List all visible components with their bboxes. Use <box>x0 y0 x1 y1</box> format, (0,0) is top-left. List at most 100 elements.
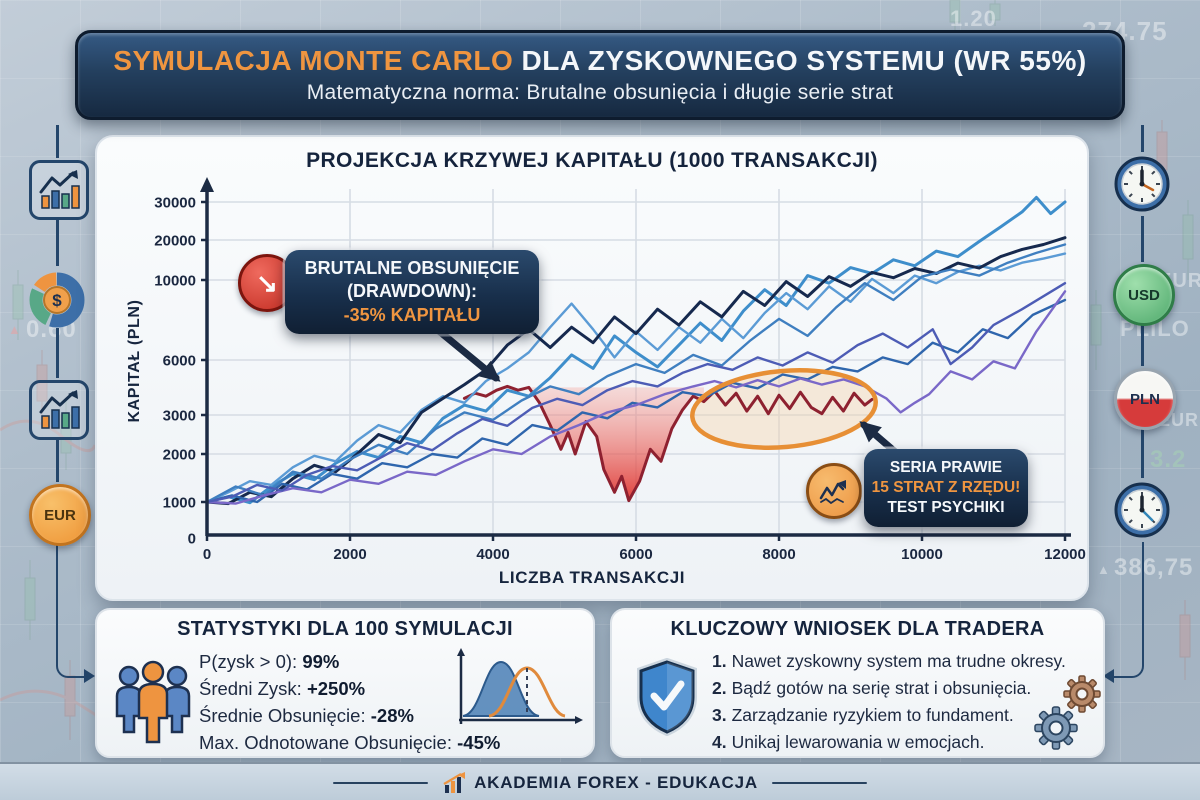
key-takeaways-title: KLUCZOWY WNIOSEK DLA TRADERA <box>670 618 1045 640</box>
distribution-curves-icon <box>457 648 583 724</box>
drawdown-callout: BRUTALNE OBSUNIĘCIE (DRAWDOWN): -35% KAP… <box>285 250 539 334</box>
takeaway-item: 1. Nawet zyskowny system ma trudne okresy… <box>712 648 1066 675</box>
equity-curves-plot: 0 1000 2000 3000 6000 10000 20000 30000 0 2000 400… <box>154 177 1086 563</box>
y-tick-label: 2000 <box>163 447 196 464</box>
brand-logo-icon <box>443 772 466 793</box>
bar-chart-growth-icon <box>29 160 89 220</box>
bar-chart-growth-icon <box>29 380 89 440</box>
stat-row: P(zysk > 0): 99% <box>199 648 500 675</box>
connector-elbow <box>1114 542 1144 678</box>
takeaway-item: 2. Bądź gotów na serię strat i obsunięcia… <box>712 675 1066 702</box>
equity-curve-sim-4 <box>205 298 1067 504</box>
page-title-accent: SYMULACJA MONTE CARLO <box>113 45 514 76</box>
statistics-panel-title: STATYSTYKI DLA 100 SYMULACJI <box>177 618 513 640</box>
connector-line <box>1141 125 1144 152</box>
shield-check-icon <box>637 658 697 736</box>
takeaway-item: 4. Unikaj lewarowania w emocjach. <box>712 729 1066 756</box>
y-tick-label: 1000 <box>163 495 196 512</box>
x-tick-label: 4000 <box>476 546 509 563</box>
header-banner: SYMULACJA MONTE CARLO DLA ZYSKOWNEGO SYS… <box>75 30 1125 120</box>
stat-value: -45% <box>457 732 501 753</box>
stat-row: Średni Zysk: +250% <box>199 675 500 702</box>
clock-icon <box>1112 154 1172 219</box>
usd-coin-label: USD <box>1128 286 1160 304</box>
x-tick-label: 0 <box>203 546 211 563</box>
takeaway-item: 3. Zarządzanie ryzykiem to fundament. <box>712 702 1066 729</box>
drawdown-callout-line1: BRUTALNE OBSUNIĘCIE <box>304 257 520 278</box>
losing-streak-callout: SERIA PRAWIE 15 STRAT Z RZĘDU! TEST PSYC… <box>864 449 1028 527</box>
x-axis-label: LICZBA TRANSAKCJI <box>498 568 686 587</box>
stat-row: Średnie Obsunięcie: -28% <box>199 702 500 729</box>
takeaway-text: Nawet zyskowny system ma trudne okresy. <box>731 651 1066 671</box>
page-subtitle: Matematyczna norma: Brutalne obsunięcia … <box>306 81 894 104</box>
statistics-panel: STATYSTYKI DLA 100 SYMULACJI P(zysk > 0)… <box>95 608 595 758</box>
key-takeaways-list: 1. Nawet zyskowny system ma trudne okresy… <box>712 648 1066 756</box>
donut-dollar-icon: $ <box>25 268 89 337</box>
footer-rule <box>771 781 867 785</box>
down-right-arrow-glyph: ↘ <box>256 267 278 298</box>
takeaway-text: Zarządzanie ryzykiem to fundament. <box>731 705 1014 725</box>
statistics-list: P(zysk > 0): 99% Średni Zysk: +250% Śred… <box>199 648 500 756</box>
equity-curve-sim-5 <box>205 243 1067 504</box>
connector-arrowhead <box>1103 669 1114 683</box>
bg-ticker-text: 3.2 <box>1150 446 1187 473</box>
x-tick-label: 12000 <box>1044 546 1086 563</box>
takeaway-number: 1. <box>712 651 727 671</box>
stat-value: +250% <box>306 678 366 699</box>
stat-row: Max. Odnotowane Obsunięcie: -45% <box>199 729 500 756</box>
footer-brand: AKADEMIA FOREX - EDUKACJA <box>442 772 758 794</box>
key-takeaways-panel: KLUCZOWY WNIOSEK DLA TRADERA 1. Nawet zys… <box>610 608 1105 758</box>
x-tick-label: 8000 <box>762 546 795 563</box>
stat-value: 99% <box>302 651 340 672</box>
x-tick-label: 10000 <box>901 546 943 563</box>
footer-rule <box>333 781 429 785</box>
drawdown-fill-area <box>528 387 704 501</box>
losing-streak-icon <box>806 463 862 519</box>
y-tick-label: 30000 <box>154 195 196 212</box>
stat-label: P(zysk > 0): <box>199 651 298 672</box>
eur-coin-icon: EUR <box>29 484 91 546</box>
stat-value: -28% <box>370 705 414 726</box>
y-tick-label: 10000 <box>154 273 196 290</box>
y-tick-label: 20000 <box>154 233 196 250</box>
losing-streak-ellipse-fill <box>692 370 876 448</box>
connector-line <box>56 438 59 482</box>
drawdown-callout-line2: (DRAWDOWN): <box>347 281 477 302</box>
pln-coin-label: PLN <box>1130 390 1160 408</box>
stat-label: Średnie Obsunięcie: <box>199 705 366 726</box>
equity-curve-sim-drawdown <box>462 384 874 503</box>
bg-ticker-arrow: ▲ <box>8 322 22 337</box>
connector-line <box>1141 216 1144 262</box>
connector-line <box>1141 322 1144 366</box>
usd-coin-icon: USD <box>1113 264 1175 326</box>
losing-streak-ellipse <box>690 368 878 450</box>
equity-curve-sim-6 <box>205 290 1067 505</box>
eur-coin-label: EUR <box>44 506 76 524</box>
pln-coin-icon: PLN <box>1114 368 1176 430</box>
y-tick-label: 0 <box>188 531 196 548</box>
chart-title: PROJEKCJA KRZYWEJ KAPITAŁU (1000 TRANSAK… <box>306 149 878 172</box>
equity-curve-sim-1 <box>205 195 1067 505</box>
stat-label: Max. Odnotowane Obsunięcie: <box>199 732 452 753</box>
connector-elbow <box>56 542 86 678</box>
traders-group-icon <box>115 660 191 744</box>
footer-brand-text: AKADEMIA FOREX - EDUKACJA <box>474 773 758 792</box>
takeaway-text: Unikaj lewarowania w emocjach. <box>731 732 985 752</box>
page-title-rest: DLA ZYSKOWNEGO SYSTEMU (WR 55%) <box>513 45 1087 76</box>
y-axis-label: KAPITAŁ (PLN) <box>126 299 143 423</box>
y-axis-arrowhead <box>200 177 214 192</box>
streak-callout-line1: SERIA PRAWIE <box>889 458 1003 476</box>
connector-line <box>56 125 59 158</box>
drawdown-callout-line3: -35% KAPITAŁU <box>343 304 481 325</box>
stat-label: Średni Zysk: <box>199 678 302 699</box>
clock-icon <box>1112 480 1172 545</box>
y-tick-label: 6000 <box>163 353 196 370</box>
connector-line <box>56 328 59 378</box>
equity-curve-sim-7 <box>205 281 1067 504</box>
bg-ticker-arrow: ▲ <box>1097 562 1111 577</box>
takeaway-number: 4. <box>712 732 727 752</box>
connector-line <box>56 218 59 266</box>
equity-chart-card: PROJEKCJA KRZYWEJ KAPITAŁU (1000 TRANSAK… <box>95 135 1089 601</box>
